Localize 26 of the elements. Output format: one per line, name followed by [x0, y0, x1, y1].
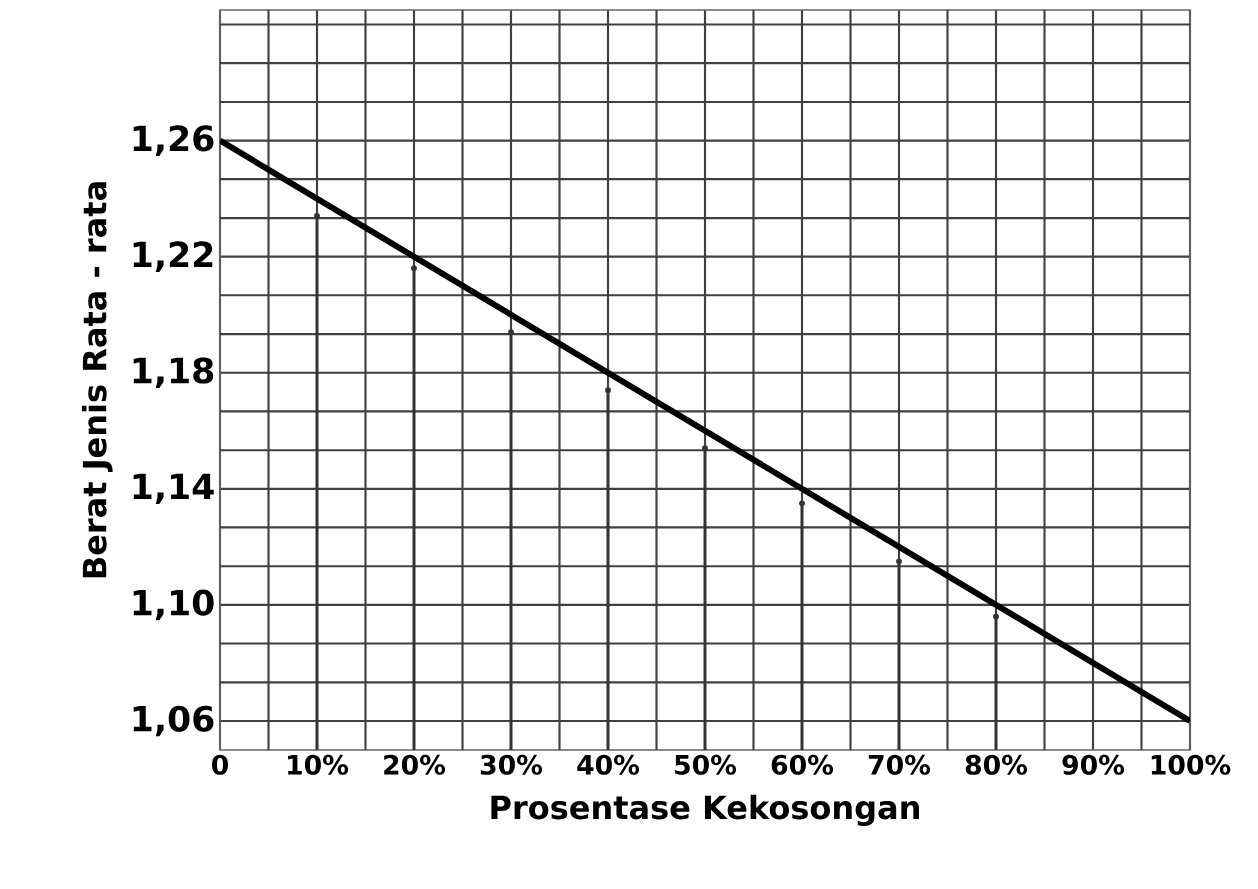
- point: [799, 500, 805, 507]
- x-tick-label: 30%: [480, 754, 543, 775]
- y-tick-label: 1,14: [133, 473, 214, 504]
- y-axis-title: Berat Jenis Rata - rata: [81, 182, 113, 578]
- point: [993, 613, 999, 620]
- x-tick-label: 80%: [965, 754, 1028, 775]
- x-tick-label: 90%: [1062, 754, 1125, 775]
- y-tick-label: 1,22: [133, 241, 213, 272]
- y-tick-label: 1,26: [133, 125, 214, 156]
- x-tick-label: 60%: [771, 754, 834, 775]
- x-tick-label: 50%: [675, 754, 737, 775]
- x-axis-title: Prosentase Kekosongan: [491, 794, 919, 826]
- point: [605, 387, 611, 394]
- y-tick-label: 1,10: [133, 589, 214, 621]
- point: [896, 558, 902, 565]
- y-tick-label: 1,18: [133, 357, 214, 389]
- x-tick-label: 10%: [288, 754, 349, 775]
- point: [411, 265, 417, 272]
- x-tick-label: 20%: [384, 754, 446, 775]
- point: [314, 213, 320, 219]
- x-tick-label: 0: [212, 754, 228, 775]
- x-tick-label: 70%: [868, 754, 931, 775]
- x-tick-label: 40%: [577, 754, 640, 775]
- y-tick-label: 1,06: [133, 705, 214, 737]
- point: [702, 445, 708, 452]
- x-tick-label: 100%: [1151, 754, 1231, 775]
